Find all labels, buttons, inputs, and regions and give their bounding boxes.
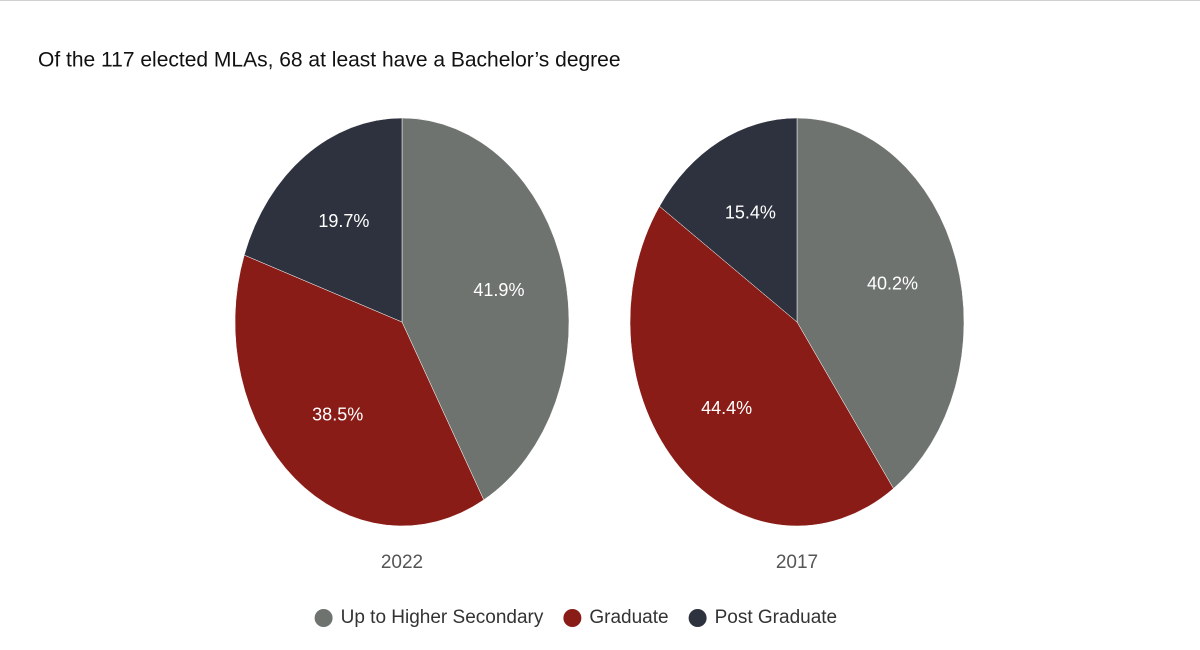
legend-label: Graduate bbox=[589, 607, 668, 628]
data-label: 38.5% bbox=[312, 405, 363, 425]
pie-slice bbox=[659, 117, 798, 323]
pie-slice bbox=[234, 254, 485, 527]
data-label: 44.4% bbox=[701, 398, 752, 418]
pie-slice bbox=[629, 205, 894, 527]
legend-label: Post Graduate bbox=[715, 607, 838, 628]
data-label: 19.7% bbox=[318, 211, 369, 231]
legend-swatch bbox=[688, 609, 707, 627]
legend-label: Up to Higher Secondary bbox=[341, 607, 544, 628]
chart-title: Of the 117 elected MLAs, 68 at least hav… bbox=[38, 49, 621, 72]
pie-title: 2022 bbox=[381, 552, 423, 573]
data-label: 40.2% bbox=[867, 274, 918, 294]
pie-slice bbox=[243, 117, 403, 323]
pie-slice bbox=[796, 117, 965, 489]
legend-swatch bbox=[563, 609, 582, 627]
data-label: 41.9% bbox=[473, 280, 524, 300]
legend-swatch bbox=[314, 609, 333, 627]
data-label: 15.4% bbox=[725, 202, 776, 222]
pie-title: 2017 bbox=[776, 552, 818, 573]
pie-slice bbox=[401, 117, 570, 501]
